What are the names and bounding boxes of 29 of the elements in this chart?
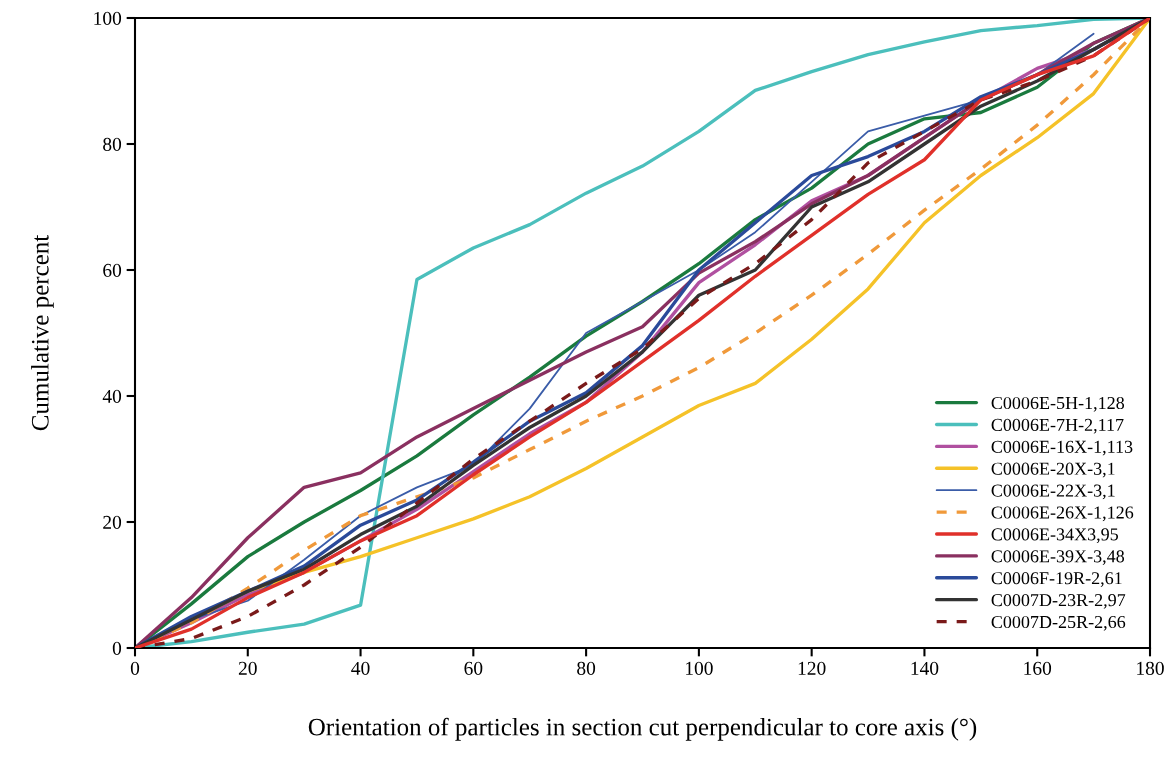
legend-label: C0006E-26X-1,126 xyxy=(991,506,1134,522)
legend-label: C0006E-20X-3,1 xyxy=(991,462,1115,478)
y-tick-label: 80 xyxy=(103,137,122,151)
x-tick-label: 160 xyxy=(1024,661,1052,675)
y-axis-title: Cumulative percent xyxy=(31,234,54,431)
y-tick-label: 60 xyxy=(103,263,122,277)
x-tick-label: 40 xyxy=(351,661,370,675)
legend-label: C0007D-23R-2,97 xyxy=(991,594,1126,609)
legend-label: C0006E-39X-3,48 xyxy=(991,550,1125,565)
y-tick-label: 100 xyxy=(94,11,122,25)
x-tick-label: 180 xyxy=(1137,661,1164,675)
x-tick-label: 140 xyxy=(911,661,939,675)
x-tick-label: 120 xyxy=(798,661,826,675)
y-tick-label: 0 xyxy=(112,641,122,655)
x-tick-label: 100 xyxy=(686,661,713,675)
legend-label: C0007D-25R-2,66 xyxy=(991,615,1126,631)
legend-label: C0006E-34X3,95 xyxy=(991,528,1119,544)
x-tick-label: 20 xyxy=(238,661,257,675)
x-tick-label: 80 xyxy=(577,661,596,675)
legend-label: C0006E-5H-1,128 xyxy=(991,396,1125,412)
legend-label: C0006F-19R-2,61 xyxy=(991,572,1122,587)
legend-label: C0006E-7H-2,117 xyxy=(991,418,1124,434)
legend-label: C0006E-22X-3,1 xyxy=(991,484,1115,500)
x-tick-label: 60 xyxy=(464,661,483,675)
legend-label: C0006E-16X-1,113 xyxy=(991,440,1133,456)
x-tick-label: 0 xyxy=(130,661,140,675)
y-tick-label: 40 xyxy=(102,389,122,403)
y-tick-label: 20 xyxy=(103,515,122,529)
x-axis-title: Orientation of particles in section cut perpendicular to core axis (°) xyxy=(308,717,977,741)
